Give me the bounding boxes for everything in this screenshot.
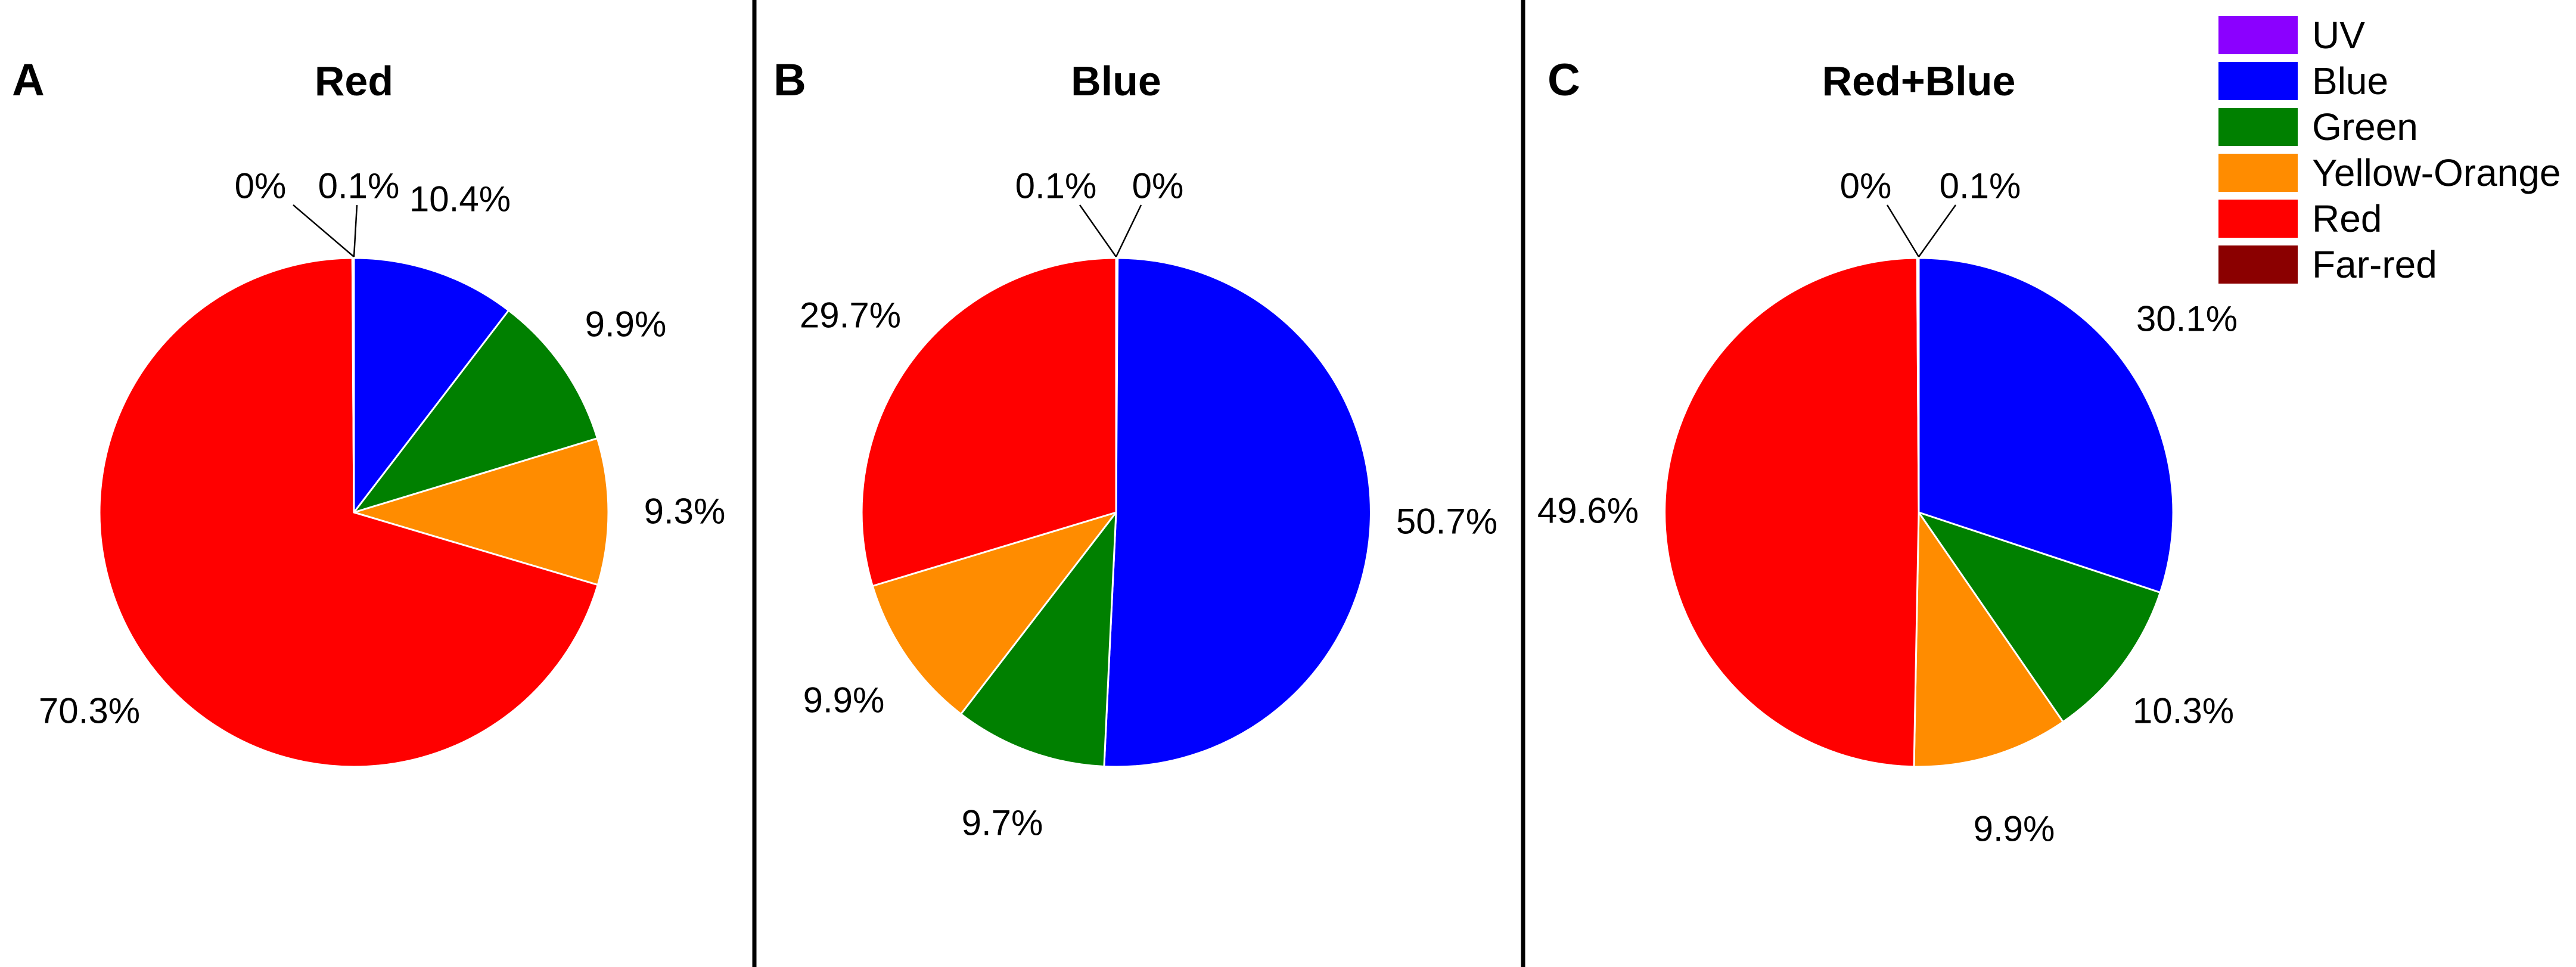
pie-slice-yellow-orange: [1913, 511, 2064, 768]
slice-label-far-red: 0%: [1132, 166, 1184, 206]
pie-slice-yellow-orange: [353, 437, 610, 586]
legend-swatch-uv: [2218, 16, 2298, 54]
legend-swatch-green: [2218, 108, 2298, 146]
panel-letter-a: A: [12, 55, 45, 105]
panel-letter-c: C: [1548, 55, 1580, 105]
slice-label-yellow-orange: 9.3%: [644, 492, 726, 531]
label-leader-line-far-red: [353, 204, 358, 257]
legend-swatch-red: [2218, 200, 2298, 238]
legend: UV Blue Green Yellow-Orange Red Far-red: [2218, 14, 2561, 286]
label-leader-line-uv: [293, 204, 355, 257]
slice-label-uv: 0%: [1840, 166, 1892, 206]
panel-title-red: Red: [315, 58, 393, 104]
pie-slice-red: [860, 257, 1117, 587]
slice-label-green: 9.9%: [585, 304, 667, 344]
panel-letter-b: B: [773, 55, 806, 105]
pie-slice-far-red: [351, 257, 355, 514]
label-leader-line-far-red: [1115, 204, 1142, 257]
pie-slice-green: [960, 511, 1117, 767]
legend-label-blue: Blue: [2312, 60, 2388, 102]
pie-chart-blue: 0.1% 50.7% 9.7% 9.9% 29.7% 0%: [800, 166, 1497, 843]
legend-label-far-red: Far-red: [2312, 243, 2437, 286]
pie-slice-green: [1918, 511, 2161, 723]
pie-slice-blue: [353, 257, 510, 514]
slice-label-red: 49.6%: [1537, 491, 1639, 531]
slice-label-yellow-orange: 9.9%: [803, 680, 885, 720]
legend-label-red: Red: [2312, 197, 2382, 240]
pie-slice-green: [353, 309, 598, 514]
legend-label-yellow-orange: Yellow-Orange: [2312, 151, 2561, 194]
slice-label-far-red: 0.1%: [318, 166, 400, 206]
pie-chart-red-blue: 0% 30.1% 10.3% 9.9% 49.6% 0.1%: [1537, 166, 2238, 849]
slice-label-red: 70.3%: [39, 691, 140, 731]
label-leader-line-uv: [1886, 204, 1920, 257]
panel-b: B Blue 0.1% 50.7% 9.7% 9.9% 29.7% 0%: [773, 55, 1497, 843]
pie-slice-blue: [1103, 257, 1372, 768]
slice-label-uv: 0.1%: [1015, 166, 1097, 206]
slice-label-blue: 10.4%: [409, 179, 511, 219]
pie-slice-red: [1664, 257, 1920, 768]
pie-slice-far-red: [1916, 257, 1920, 514]
legend-swatch-yellow-orange: [2218, 154, 2298, 192]
legend-label-green: Green: [2312, 105, 2418, 148]
panel-c: C Red+Blue 0% 30.1% 10.3% 9.9% 49.6% 0.1%: [1537, 55, 2238, 849]
panel-title-red-blue: Red+Blue: [1822, 58, 2016, 104]
slice-label-uv: 0%: [235, 166, 287, 206]
slice-label-blue: 50.7%: [1396, 502, 1497, 542]
legend-swatch-blue: [2218, 62, 2298, 100]
panel-a: A Red 0% 10.4% 9.9% 9.3% 70.3% 0.1%: [12, 55, 726, 768]
pie-slice-red: [98, 257, 599, 768]
pie-slice-yellow-orange: [871, 511, 1117, 715]
label-leader-line-uv: [1079, 204, 1117, 257]
legend-label-uv: UV: [2312, 14, 2365, 57]
slice-label-green: 10.3%: [2133, 691, 2234, 731]
panel-title-blue: Blue: [1071, 58, 1161, 104]
slice-label-blue: 30.1%: [2136, 299, 2238, 339]
label-leader-line-far-red: [1918, 204, 1957, 257]
slice-label-green: 9.7%: [962, 803, 1043, 843]
pie-chart-red: 0% 10.4% 9.9% 9.3% 70.3% 0.1%: [39, 166, 726, 768]
slice-label-red: 29.7%: [800, 296, 901, 335]
slice-label-far-red: 0.1%: [1940, 166, 2021, 206]
legend-swatch-far-red: [2218, 245, 2298, 284]
slice-label-yellow-orange: 9.9%: [1974, 809, 2055, 849]
pie-slice-blue: [1918, 257, 2174, 593]
